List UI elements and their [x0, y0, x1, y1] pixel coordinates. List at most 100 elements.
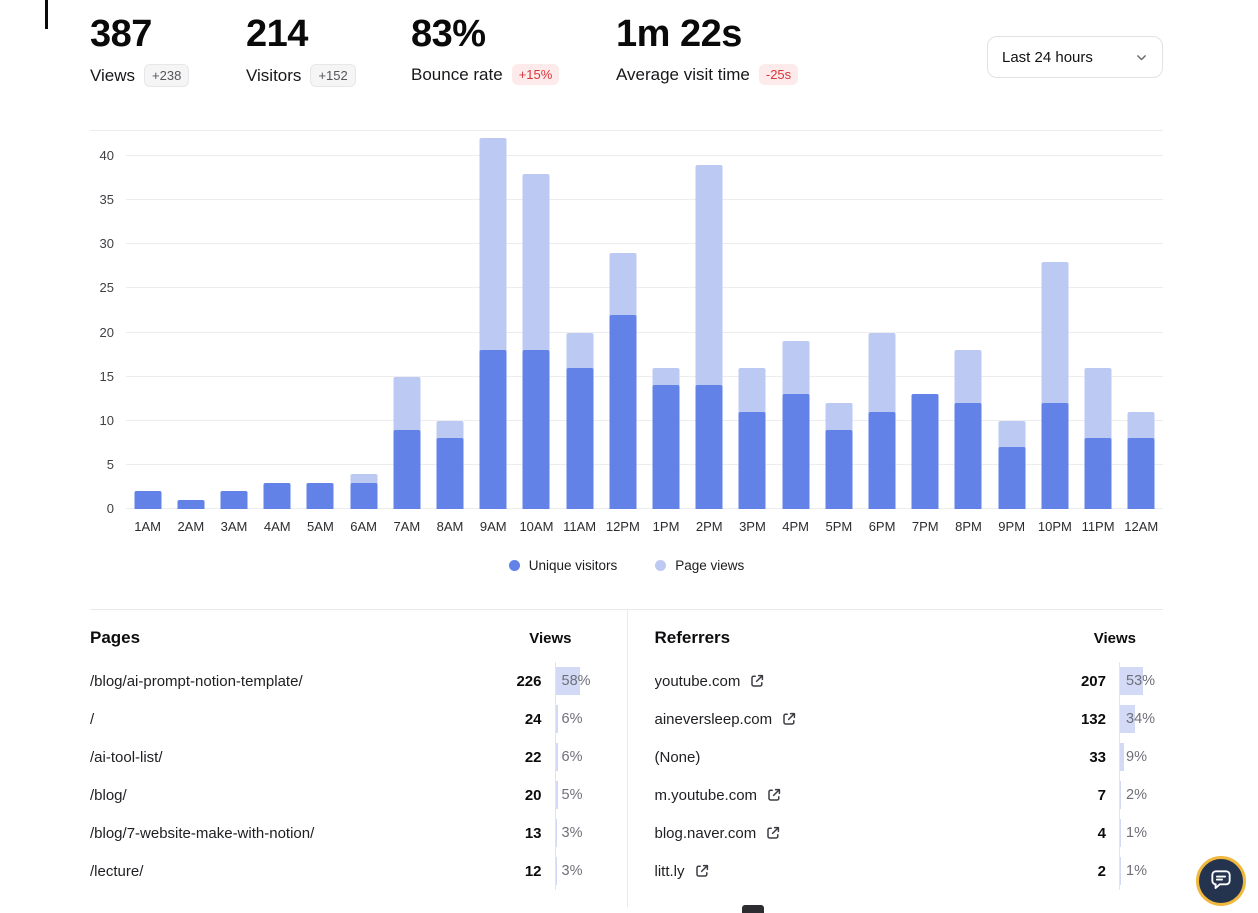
chat-bubble-icon	[1208, 867, 1234, 896]
percent-fill-bar	[555, 781, 558, 810]
x-axis-label: 11PM	[1081, 519, 1115, 535]
y-axis-label: 25	[99, 280, 114, 296]
external-link-icon[interactable]	[781, 711, 797, 727]
bar-group[interactable]	[515, 131, 558, 510]
external-link-icon[interactable]	[766, 787, 782, 803]
row-label: /blog/7-website-make-with-notion/	[90, 824, 315, 842]
cutoff-row-fragment	[742, 905, 764, 913]
bar-group[interactable]	[342, 131, 385, 510]
row-views: 207	[1080, 672, 1106, 690]
row-name: /ai-tool-list/	[90, 749, 493, 766]
bar-group[interactable]	[644, 131, 687, 510]
external-link-icon[interactable]	[749, 673, 765, 689]
row-name: /blog/	[90, 787, 493, 804]
bar-group[interactable]	[817, 131, 860, 510]
table-row[interactable]: /ai-tool-list/22 6%	[90, 738, 599, 777]
gridline	[126, 287, 1163, 289]
row-label: /blog/	[90, 786, 127, 804]
x-axis-label: 12AM	[1124, 519, 1159, 535]
table-row[interactable]: / 24 6%	[90, 700, 599, 739]
table-row[interactable]: /blog/20 5%	[90, 776, 599, 815]
bar-group[interactable]	[860, 131, 903, 510]
referrers-panel: Referrers Views youtube.com 207 53% ainever…	[628, 610, 1164, 907]
percent-fill-bar	[555, 819, 557, 848]
bar-group[interactable]	[731, 131, 774, 510]
bar-group[interactable]	[601, 131, 644, 510]
legend-item: Page views	[655, 558, 744, 573]
y-axis-label: 15	[99, 368, 114, 384]
x-axis-label: 1AM	[134, 519, 161, 535]
time-range-dropdown[interactable]: Last 24 hours	[987, 36, 1163, 78]
chart-legend: Unique visitors Page views	[90, 558, 1163, 573]
chat-widget-button[interactable]	[1196, 856, 1246, 906]
bar-group[interactable]	[688, 131, 731, 510]
row-label: litt.ly	[654, 862, 685, 880]
percent-value: 3%	[561, 863, 583, 880]
gridline	[126, 375, 1163, 377]
bar-group[interactable]	[1033, 131, 1076, 510]
bar-group[interactable]	[169, 131, 212, 510]
row-label: (None)	[654, 748, 701, 766]
bar-group[interactable]	[990, 131, 1033, 510]
row-percent: 3%	[554, 814, 599, 853]
table-row[interactable]: (None) 33 9%	[654, 738, 1164, 777]
row-label: m.youtube.com	[654, 786, 758, 804]
bar-group[interactable]	[947, 131, 990, 510]
bar-group[interactable]	[256, 131, 299, 510]
gridline	[126, 463, 1163, 465]
row-name: litt.ly	[655, 863, 1058, 880]
row-views: 226	[516, 672, 542, 690]
table-row[interactable]: blog.naver.com 4 1%	[655, 814, 1164, 853]
external-link-icon[interactable]	[765, 825, 781, 841]
bars-row	[126, 131, 1163, 510]
pages-title: Pages	[90, 628, 141, 648]
row-percent: 5%	[554, 776, 599, 815]
table-row[interactable]: /blog/ai-prompt-notion-template/226 58%	[90, 662, 599, 701]
unique-visitors-bar	[350, 482, 378, 510]
legend-item: Unique visitors	[508, 558, 617, 573]
table-row[interactable]: youtube.com 207 53%	[654, 662, 1164, 701]
unique-visitors-bar	[825, 429, 853, 510]
visitors-label: Visitors	[246, 65, 302, 85]
table-row[interactable]: /lecture/12 3%	[90, 852, 599, 891]
row-name: /lecture/	[90, 863, 493, 880]
referrers-table-body: youtube.com 207 53% aineversleep.com 132 34% (…	[654, 662, 1164, 891]
avg-visit-time-label: Average visit time	[616, 64, 750, 84]
bar-group[interactable]	[126, 131, 169, 510]
unique-visitors-bar	[868, 411, 896, 510]
bar-group[interactable]	[212, 131, 255, 510]
gridline	[126, 243, 1163, 245]
bar-group[interactable]	[774, 131, 817, 510]
table-row[interactable]: aineversleep.com 132 34%	[655, 700, 1164, 739]
unique-visitors-bar	[220, 491, 248, 510]
table-row[interactable]: /blog/7-website-make-with-notion/13 3%	[90, 814, 599, 853]
unique-visitors-bar	[263, 482, 291, 510]
table-row[interactable]: litt.ly 2 1%	[655, 852, 1164, 891]
table-row[interactable]: m.youtube.com 7 2%	[654, 776, 1164, 815]
stat-views: 387 Views +238	[90, 13, 246, 88]
bar-group[interactable]	[1120, 131, 1163, 510]
unique-visitors-bar	[522, 350, 550, 510]
bar-group[interactable]	[904, 131, 947, 510]
bar-group[interactable]	[428, 131, 471, 510]
percent-value: 5%	[561, 787, 583, 804]
external-link-icon[interactable]	[694, 863, 710, 879]
pages-table-body: /blog/ai-prompt-notion-template/226 58% / 2…	[90, 662, 599, 891]
unique-visitors-bar	[652, 385, 680, 510]
bar-group[interactable]	[385, 131, 428, 510]
bar-group[interactable]	[299, 131, 342, 510]
unique-visitors-bar	[1041, 403, 1069, 510]
bar-group[interactable]	[1076, 131, 1119, 510]
percent-value: 3%	[561, 825, 583, 842]
stat-visitors: 214 Visitors +152	[246, 13, 411, 88]
row-name: aineversleep.com	[655, 711, 1058, 728]
row-label: /ai-tool-list/	[90, 748, 163, 766]
row-percent: 1%	[1119, 814, 1163, 853]
row-label: youtube.com	[654, 672, 741, 690]
percent-fill-bar	[1120, 781, 1121, 810]
left-edge-mark	[45, 0, 48, 29]
bar-group[interactable]	[472, 131, 515, 510]
row-views: 13	[524, 824, 542, 842]
bar-group[interactable]	[558, 131, 601, 510]
